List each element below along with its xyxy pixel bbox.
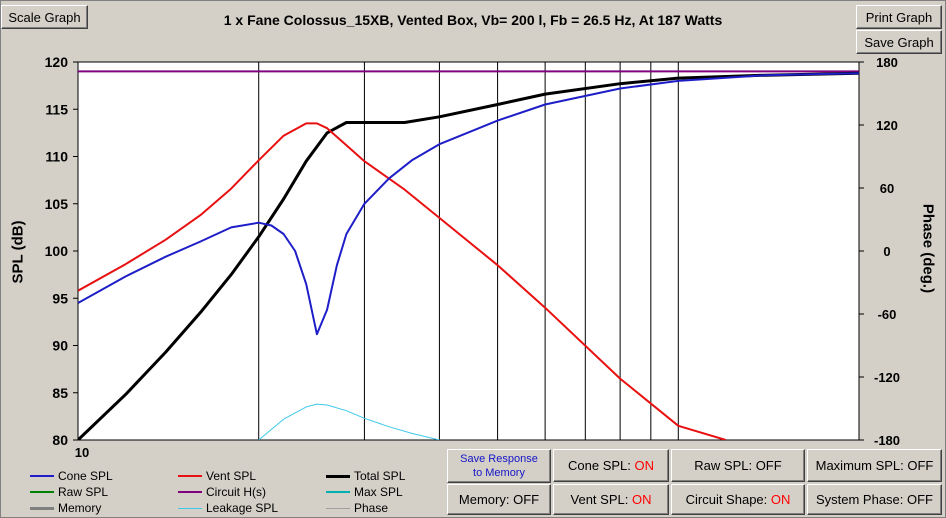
y-tick-label: 95	[52, 290, 68, 306]
system-phase-toggle-button[interactable]: System Phase: OFF	[807, 484, 942, 515]
y2-tick-label: 60	[880, 181, 894, 196]
y-axis-title: SPL (dB)	[9, 220, 27, 284]
legend-cone-spl: Cone SPL	[30, 469, 113, 483]
print-graph-button[interactable]: Print Graph	[856, 5, 942, 29]
legend-label: Leakage SPL	[206, 501, 279, 515]
cone-spl-label: Cone SPL:	[568, 458, 631, 473]
y2-tick-label: 0	[883, 244, 890, 259]
legend-label: Memory	[58, 501, 102, 515]
y2-tick-label: 180	[876, 55, 898, 70]
y2-tick-label: -120	[874, 370, 900, 385]
y-tick-label: 80	[52, 432, 68, 448]
legend-label: Raw SPL	[58, 485, 109, 499]
vent-spl-state: ON	[631, 492, 652, 507]
series-leakage-spl	[258, 403, 440, 440]
save-response-button[interactable]: Save Response to Memory	[447, 449, 551, 483]
save-graph-button[interactable]: Save Graph	[856, 30, 942, 54]
x-axis-ticks: 10	[75, 445, 89, 460]
legend-label: Max SPL	[354, 485, 403, 499]
raw-spl-toggle-button[interactable]: Raw SPL: OFF	[671, 449, 805, 482]
legend-total-spl: Total SPL	[326, 469, 405, 483]
memory-toggle-button[interactable]: Memory: OFF	[447, 484, 551, 515]
cone-spl-toggle-button[interactable]: Cone SPL: ON	[553, 449, 669, 482]
scale-graph-button[interactable]: Scale Graph	[1, 5, 88, 29]
y-tick-label: 120	[45, 54, 69, 70]
legend-label: Vent SPL	[206, 469, 257, 483]
series-lines	[78, 70, 859, 440]
plot-area	[77, 61, 860, 441]
y-tick-label: 90	[52, 338, 68, 354]
y-tick-label: 85	[52, 385, 68, 401]
vent-spl-toggle-button[interactable]: Vent SPL: ON	[553, 484, 669, 515]
right-axis-ticks: -180 -120 -60 0 60 120 180	[859, 55, 900, 448]
legend-label: Phase	[354, 501, 389, 515]
legend-memory: Memory	[30, 501, 101, 515]
legend-label: Cone SPL	[58, 469, 113, 483]
save-response-line2: to Memory	[473, 467, 525, 479]
y-tick-label: 115	[45, 101, 68, 117]
y2-tick-label: -60	[878, 307, 897, 322]
vent-spl-label: Vent SPL:	[570, 492, 629, 507]
legend-vent-spl: Vent SPL	[178, 469, 256, 483]
y2-tick-label: -180	[874, 433, 900, 448]
y-tick-label: 105	[45, 196, 69, 212]
legend-label: Circuit H(s)	[206, 485, 266, 499]
y2-axis-title: Phase (deg.)	[919, 203, 937, 294]
legend-max-spl: Max SPL	[326, 485, 403, 499]
circuit-shape-state: ON	[770, 492, 791, 507]
legend-leakage-spl: Leakage SPL	[178, 501, 278, 515]
cone-spl-state: ON	[634, 458, 655, 473]
legend-phase: Phase	[326, 501, 388, 515]
legend-circuit-hs: Circuit H(s)	[178, 485, 266, 499]
series-total-spl	[78, 71, 859, 440]
series-vent-spl	[78, 122, 727, 440]
series-cone-spl	[78, 72, 859, 336]
save-response-line1: Save Response	[460, 453, 538, 465]
maximum-spl-toggle-button[interactable]: Maximum SPL: OFF	[807, 449, 942, 482]
legend-raw-spl: Raw SPL	[30, 485, 108, 499]
y-tick-label: 100	[45, 243, 69, 259]
y-tick-label: 110	[45, 149, 68, 165]
circuit-shape-label: Circuit Shape:	[685, 492, 768, 507]
left-axis-ticks: 80 85 90 95 100 105 110 115 120	[45, 54, 78, 448]
y2-tick-label: 120	[876, 118, 898, 133]
chart-title: 1 x Fane Colossus_15XB, Vented Box, Vb= …	[223, 12, 723, 28]
legend-label: Total SPL	[354, 469, 406, 483]
circuit-shape-toggle-button[interactable]: Circuit Shape: ON	[671, 484, 805, 515]
x-tick-label: 10	[75, 445, 89, 460]
